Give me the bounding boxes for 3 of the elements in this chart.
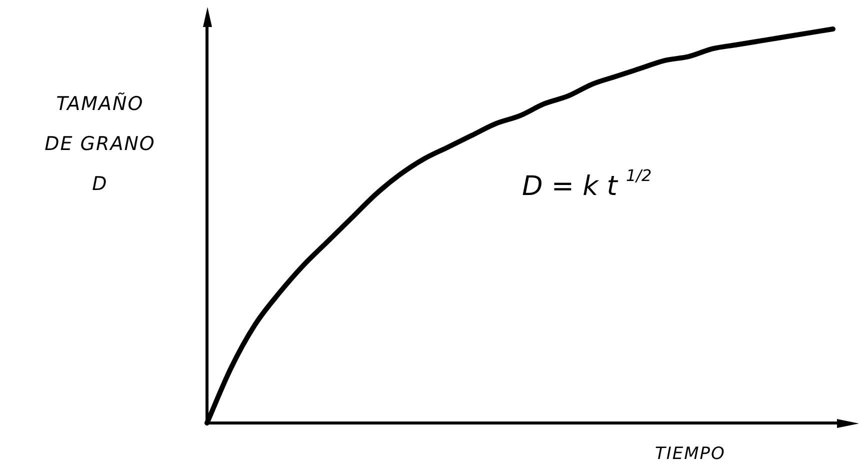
- annotation: D = k t $^{1/2}$: [522, 166, 652, 202]
- x-axis-title: TIEMPO: [655, 444, 726, 464]
- y-axis-title: TAMAÑO DE GRANO D: [44, 92, 156, 197]
